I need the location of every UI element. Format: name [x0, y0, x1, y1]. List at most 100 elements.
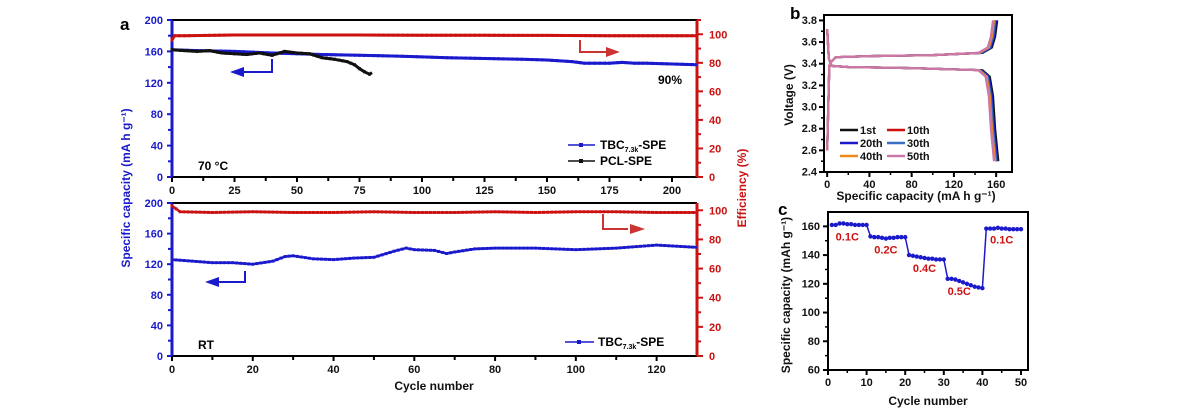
data-point: [687, 245, 691, 249]
data-point: [593, 34, 597, 38]
data-point: [239, 210, 243, 214]
data-point: [223, 49, 227, 53]
data-point: [247, 33, 251, 37]
data-point: [309, 33, 313, 37]
x-tick-label: 0: [169, 364, 175, 376]
data-point: [525, 57, 529, 61]
data-point: [655, 243, 659, 247]
data-point: [195, 49, 199, 53]
data-point: [299, 51, 303, 55]
data-point: [515, 57, 519, 61]
data-point: [285, 33, 289, 37]
data-point: [257, 33, 261, 37]
y2-tick-label: 0: [709, 351, 715, 363]
data-point: [329, 53, 333, 57]
panel-label-a: a: [120, 15, 130, 34]
data-point: [638, 244, 642, 248]
data-point: [386, 54, 390, 58]
data-point: [218, 49, 222, 53]
data-point: [412, 248, 416, 252]
data-point: [941, 257, 946, 262]
data-point: [465, 248, 469, 252]
data-point: [529, 246, 533, 250]
data-point: [396, 33, 400, 37]
data-point: [344, 210, 348, 214]
data-point: [582, 210, 586, 214]
y-tick-label: 120: [145, 78, 163, 90]
data-point: [562, 247, 566, 251]
data-point: [837, 221, 842, 226]
data-point: [303, 51, 307, 55]
x-tick-label: 120: [945, 179, 963, 191]
y2-tick-label: 40: [709, 115, 721, 127]
data-point: [340, 210, 344, 214]
legend-label-tbc: TBC7.3k-SPE: [600, 138, 666, 154]
data-point: [408, 247, 412, 251]
data-point: [449, 251, 453, 255]
data-point: [348, 256, 352, 260]
data-point: [218, 261, 222, 265]
data-point: [259, 210, 263, 214]
y-tick-label: 3.2: [802, 80, 817, 92]
data-point: [487, 57, 491, 61]
data-point: [583, 61, 586, 65]
data-point: [203, 33, 206, 37]
data-point: [353, 33, 357, 37]
panel-c-plot: 0 10 20 30 40 50 60 80 100 120 140 160 0.1C 0.2C 0.4C 0…: [802, 211, 1029, 389]
data-point: [473, 56, 477, 60]
data-point: [856, 222, 862, 228]
data-point: [220, 51, 224, 55]
data-point: [457, 249, 461, 253]
data-point: [538, 246, 541, 250]
data-point: [550, 210, 554, 214]
y2-tick-label: 0: [709, 172, 715, 184]
data-point: [550, 33, 554, 37]
data-point: [437, 210, 441, 214]
panel-a-x-axis-label: Cycle number: [394, 379, 474, 393]
data-point: [198, 33, 201, 37]
legend-marker-pcl: [579, 159, 583, 163]
y2-tick-label: 80: [709, 234, 721, 246]
data-point: [344, 257, 348, 261]
data-point: [386, 33, 390, 37]
data-point: [278, 51, 282, 55]
data-point: [525, 210, 529, 214]
data-point: [566, 210, 570, 214]
data-point: [559, 33, 563, 37]
data-point: [478, 33, 482, 37]
data-point: [449, 210, 453, 214]
data-point: [188, 34, 191, 38]
y2-tick-label: 20: [709, 322, 721, 334]
data-point: [624, 61, 628, 65]
data-point: [444, 33, 448, 37]
data-point: [338, 33, 342, 37]
data-point: [565, 59, 569, 63]
data-point: [586, 247, 590, 251]
data-point: [521, 33, 525, 37]
data-point: [367, 33, 371, 37]
data-point: [439, 33, 443, 37]
data-point: [348, 33, 352, 37]
data-point: [291, 50, 295, 54]
data-point: [343, 53, 347, 57]
data-point: [274, 52, 278, 56]
data-point: [368, 72, 371, 76]
data-point: [410, 33, 414, 37]
data-point: [276, 33, 280, 37]
x-tick-label: 50: [1015, 377, 1027, 389]
data-point: [242, 33, 246, 37]
data-point: [533, 246, 537, 250]
data-point: [372, 255, 376, 259]
data-point: [360, 256, 364, 260]
data-point: [933, 257, 939, 262]
data-point: [558, 247, 562, 251]
data-point: [380, 253, 384, 257]
data-point: [384, 210, 388, 214]
data-point: [483, 56, 486, 60]
data-point: [324, 56, 328, 60]
data-point: [513, 246, 517, 250]
x-tick-label: 60: [408, 364, 420, 376]
data-point: [473, 210, 477, 214]
data-point: [461, 210, 465, 214]
data-point: [520, 57, 524, 61]
